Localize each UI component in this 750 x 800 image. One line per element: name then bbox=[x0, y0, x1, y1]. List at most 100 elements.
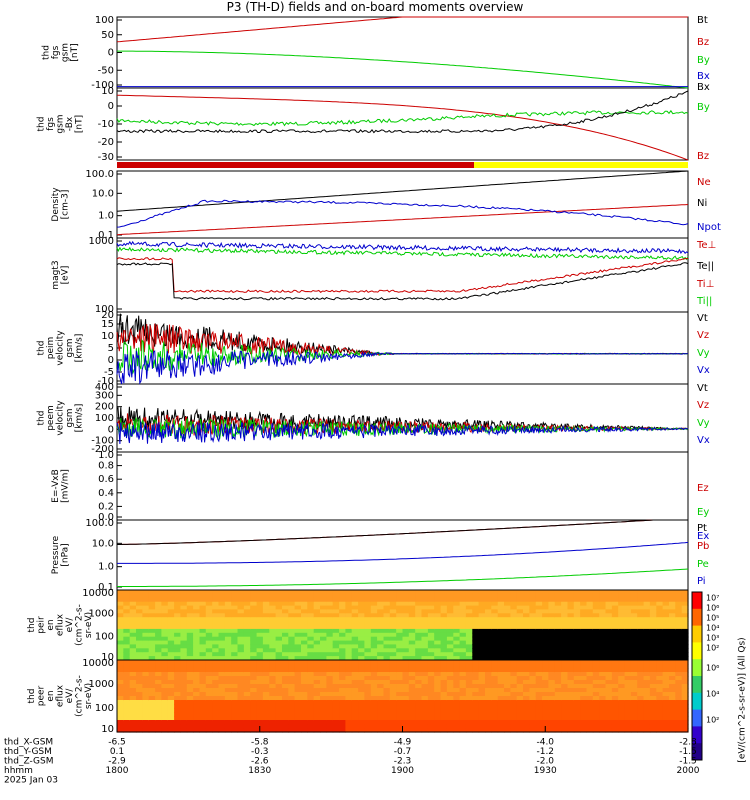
spectrogram-electron-cell bbox=[117, 692, 124, 697]
spectrogram-electron-cell bbox=[358, 680, 365, 685]
spectrogram-ion-cell bbox=[567, 644, 575, 649]
colorbar-cell bbox=[692, 671, 702, 677]
spectrogram-electron-cell bbox=[269, 700, 277, 705]
spectrogram-electron-cell bbox=[161, 684, 169, 689]
spectrogram-ion-cell bbox=[669, 628, 676, 634]
spectrogram-electron-cell bbox=[129, 680, 137, 685]
spectrogram-electron-cell bbox=[377, 720, 384, 725]
spectrogram-ion-cell bbox=[148, 640, 156, 646]
spectrogram-ion-cell bbox=[117, 632, 124, 638]
spectrogram-electron-cell bbox=[567, 672, 575, 677]
spectrogram-electron-cell bbox=[415, 704, 423, 709]
spectrogram-electron-cell bbox=[440, 716, 448, 721]
spectrogram-electron-cell bbox=[611, 672, 619, 677]
spectrogram-electron-cell bbox=[345, 672, 353, 677]
spectrogram-electron-cell bbox=[478, 716, 486, 721]
ytick-label: 50 bbox=[101, 30, 114, 41]
spectrogram-electron-cell bbox=[123, 724, 131, 729]
spectrogram-ion-cell bbox=[262, 605, 270, 611]
spectrogram-ion-cell bbox=[180, 593, 188, 599]
spectrogram-ion-cell bbox=[339, 632, 346, 638]
spectrogram-ion-cell bbox=[218, 656, 226, 661]
spectrogram-ion-cell bbox=[136, 590, 143, 595]
spectrogram-ion-cell bbox=[161, 625, 169, 630]
xaxis-value: -1.5 bbox=[679, 747, 697, 757]
spectrogram-electron-cell bbox=[294, 672, 302, 677]
ytick-label: 10.0 bbox=[92, 188, 114, 199]
spectrogram-ion-cell bbox=[605, 613, 613, 618]
spectrogram-electron-cell bbox=[282, 692, 289, 697]
spectrogram-ion-cell bbox=[561, 601, 568, 607]
spectrogram-ion-cell bbox=[542, 625, 549, 630]
spectrogram-ion-cell bbox=[662, 644, 670, 649]
spectrogram-ion-cell bbox=[662, 652, 670, 657]
spectrogram-electron-cell bbox=[459, 720, 467, 725]
spectrogram-ion-cell bbox=[573, 593, 581, 599]
xaxis-value: -1.5 bbox=[679, 757, 697, 767]
spectrogram-ion-cell bbox=[326, 617, 334, 622]
spectrogram-ion-cell bbox=[237, 648, 245, 653]
spectrogram-ion-cell bbox=[262, 597, 270, 603]
spectrogram-electron-cell bbox=[434, 720, 442, 725]
spectrogram-electron-cell bbox=[313, 684, 321, 689]
spectrogram-ion-cell bbox=[136, 628, 143, 634]
spectrogram-ion-cell bbox=[465, 609, 473, 614]
spectrogram-ion-cell bbox=[275, 613, 283, 618]
spectrogram-ion-cell bbox=[167, 617, 175, 622]
spectrogram-ion-cell bbox=[611, 625, 619, 630]
spectrogram-ion-cell bbox=[332, 625, 340, 630]
spectrogram-electron-cell bbox=[618, 672, 626, 677]
spectrogram-ion-cell bbox=[294, 628, 302, 634]
spectrogram-electron-cell bbox=[358, 696, 365, 701]
legend-efield: Ex bbox=[697, 531, 709, 542]
spectrogram-electron-cell bbox=[275, 700, 283, 705]
colorbar-cell bbox=[692, 621, 702, 627]
spectrogram-electron-cell bbox=[155, 716, 162, 721]
spectrogram-ion-cell bbox=[250, 636, 258, 642]
colorbar-cell bbox=[692, 688, 702, 694]
spectrogram-ion-cell bbox=[389, 656, 397, 661]
spectrogram-electron-cell bbox=[624, 692, 632, 697]
colorbar-tick: 10⁶ bbox=[706, 664, 719, 673]
spectrogram-ion-cell bbox=[643, 609, 651, 614]
spectrogram-electron-cell bbox=[212, 720, 220, 725]
spectrogram-electron-cell bbox=[243, 724, 251, 729]
spectrogram-electron-cell bbox=[301, 708, 308, 713]
spectrogram-ion-cell bbox=[193, 590, 200, 595]
spectrogram-electron-cell bbox=[161, 724, 169, 729]
spectrogram-ion-cell bbox=[383, 652, 391, 657]
ylabel-line: en bbox=[46, 690, 56, 701]
spectrogram-electron-cell bbox=[288, 672, 296, 677]
spectrogram-electron-cell bbox=[421, 684, 429, 689]
spectrogram-electron-cell bbox=[364, 716, 372, 721]
spectrogram-electron-cell bbox=[567, 704, 575, 709]
spectrogram-ion-cell bbox=[174, 617, 181, 622]
spectrogram-ion-cell bbox=[630, 648, 638, 653]
spectrogram-ion-cell bbox=[326, 605, 334, 611]
spectrogram-electron-cell bbox=[453, 700, 461, 705]
spectrogram-electron-cell bbox=[408, 692, 416, 697]
spectrogram-ion-cell bbox=[611, 632, 619, 638]
spectrogram-electron-cell bbox=[301, 660, 308, 665]
spectrogram-electron-cell bbox=[123, 660, 131, 665]
spectrogram-electron-cell bbox=[529, 684, 537, 689]
spectrogram-ion-cell bbox=[377, 613, 384, 618]
spectrogram-ion-cell bbox=[408, 640, 416, 646]
spectrogram-electron-cell bbox=[313, 672, 321, 677]
spectrogram-ion-cell bbox=[637, 605, 645, 611]
spectrogram-electron-cell bbox=[675, 688, 683, 693]
spectrogram-ion-cell bbox=[567, 590, 575, 595]
spectrogram-electron-cell bbox=[580, 668, 587, 673]
spectrogram-ion-cell bbox=[377, 605, 384, 611]
spectrogram-ion-cell bbox=[370, 609, 378, 614]
spectrogram-ion-cell bbox=[681, 656, 689, 661]
spectrogram-ion-cell bbox=[193, 613, 200, 618]
spectrogram-electron-cell bbox=[345, 676, 353, 681]
spectrogram-electron-cell bbox=[586, 688, 594, 693]
spectrogram-ion-cell bbox=[389, 648, 397, 653]
spectrogram-electron-cell bbox=[504, 684, 511, 689]
spectrogram-ion-cell bbox=[320, 613, 327, 618]
spectrogram-electron-cell bbox=[332, 696, 340, 701]
spectrogram-ion-cell bbox=[421, 636, 429, 642]
legend-density: Ni bbox=[697, 198, 707, 209]
